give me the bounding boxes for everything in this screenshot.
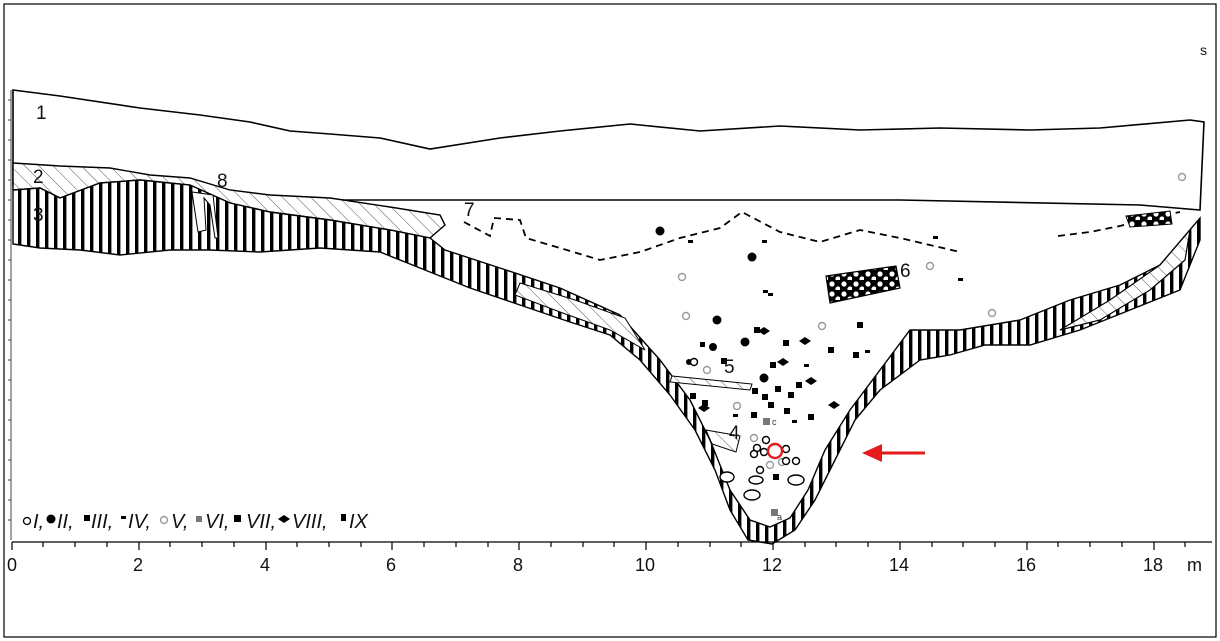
legend-symbol-6: [196, 516, 202, 522]
legend-symbol-8: [278, 515, 290, 523]
gray-find-symbols: [677, 172, 1187, 470]
legend-symbol-5: [159, 515, 169, 525]
axis-tick-2: 2: [133, 555, 143, 575]
layer-8-wedge: [191, 191, 219, 239]
find-symbols: [655, 226, 963, 480]
right-dotted-lens: [1125, 210, 1173, 228]
legend: I, II, III, IV, V, VI, VII, VIII, IX: [22, 511, 369, 533]
axis-tick-6: 6: [386, 555, 396, 575]
axis-tick-18: 18: [1143, 555, 1163, 575]
axis-tick-10: 10: [635, 555, 655, 575]
axis-tick-16: 16: [1016, 555, 1036, 575]
layer-4-shape: [705, 429, 741, 453]
layer-label-2: 2: [33, 167, 44, 188]
layer-label-1: 1: [36, 103, 47, 124]
layer-1-topsoil: [12, 89, 1205, 211]
legend-item-2: II,: [57, 511, 74, 533]
axis-tick-14: 14: [889, 555, 909, 575]
left-slope-hatched-patch: [514, 282, 646, 351]
axis-tick-12: 12: [762, 555, 782, 575]
gray-square-finds: [763, 418, 778, 516]
ringed-find-cluster: [689, 357, 805, 501]
vertical-scale: [8, 90, 12, 540]
legend-item-1: I,: [33, 511, 44, 533]
legend-symbol-7: [234, 515, 241, 522]
layer-6-dotted-lens: [825, 265, 901, 304]
layer-5-plank: [669, 375, 753, 391]
axis-tick-4: 4: [260, 555, 270, 575]
layer-3-striped-band: [12, 179, 1201, 545]
layer-label-8: 8: [217, 171, 228, 192]
figure-frame: [3, 3, 1217, 638]
legend-item-4: IV,: [128, 511, 151, 533]
horizontal-axis: [11, 541, 1212, 550]
legend-item-5: V,: [171, 511, 188, 533]
axis-unit: m: [1187, 555, 1202, 575]
layer-label-5: 5: [724, 357, 735, 378]
legend-item-3: III,: [91, 511, 113, 533]
legend-symbol-4: [121, 516, 126, 519]
legend-item-8: VIII,: [292, 511, 328, 533]
find-marker-c: c: [772, 417, 777, 427]
highlighted-find: [766, 442, 784, 460]
legend-symbol-9: [341, 514, 346, 521]
axis-tick-8: 8: [513, 555, 523, 575]
legend-symbol-2: [46, 514, 56, 524]
legend-item-9: IX: [349, 511, 369, 533]
axis-tick-0: 0: [7, 555, 17, 575]
legend-symbol-3: [84, 515, 90, 521]
layer-label-4: 4: [729, 423, 740, 444]
layer-label-7: 7: [464, 200, 475, 221]
right-slope-hatched-patch: [1059, 227, 1191, 331]
layer-label-3: 3: [33, 205, 44, 226]
layer-label-6: 6: [900, 261, 911, 282]
legend-symbol-1: [22, 516, 32, 526]
legend-item-7: VII,: [246, 511, 276, 533]
orientation-label: s: [1200, 42, 1207, 58]
layer-7-dashed-line: [463, 210, 961, 261]
find-marker-a: a: [777, 512, 782, 522]
red-arrow: [862, 444, 925, 462]
legend-item-6: VI,: [205, 511, 229, 533]
layer-7-dashed-line-right: [1057, 211, 1181, 237]
